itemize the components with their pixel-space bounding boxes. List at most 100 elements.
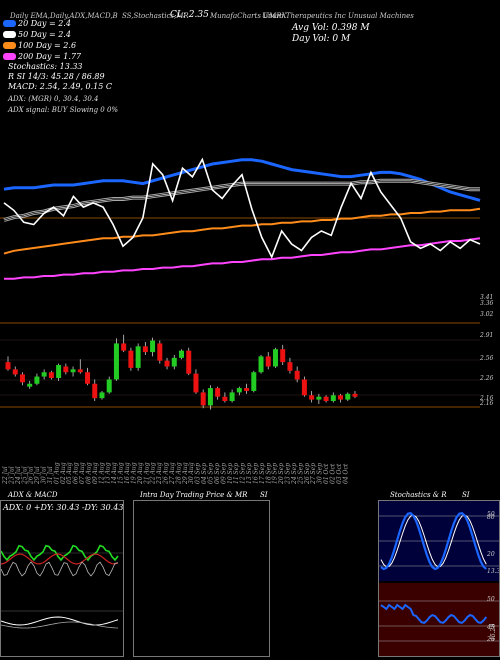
- intraday-si-label: SI: [260, 491, 268, 499]
- price-label: 2.91: [479, 332, 493, 339]
- x-axis-label: 23 Jul: [8, 466, 15, 485]
- candle: [179, 349, 184, 360]
- candle-body: [92, 383, 98, 399]
- x-axis-label: 30 Aug: [188, 462, 195, 484]
- macd-line: [0, 616, 119, 626]
- x-axis-label: 01 Oct: [323, 463, 330, 484]
- x-axis-label: 27 Sep: [310, 463, 317, 485]
- x-axis-label: 10 Sep: [227, 463, 234, 484]
- candle: [186, 347, 192, 376]
- macd-text: MACD: 2.54, 2.49, 0.15 C: [8, 82, 113, 91]
- ema200-swatch: [3, 53, 16, 60]
- x-axis-label: 02 Aug: [60, 462, 67, 484]
- candle: [251, 370, 257, 393]
- candle-body: [222, 396, 228, 402]
- price-label: 3.41: [480, 294, 493, 301]
- x-axis-label: 24 Jul: [15, 466, 22, 485]
- candle-body: [244, 388, 250, 391]
- ema20-line: [3, 158, 481, 202]
- candle-body: [309, 395, 315, 400]
- candle-body: [164, 360, 170, 367]
- candle-body: [85, 372, 91, 384]
- close-price: CL: 2.35: [170, 10, 209, 20]
- candle-body: [251, 372, 257, 391]
- x-axis-label: 13 Aug: [105, 462, 112, 484]
- x-axis-label: 09 Sep: [220, 463, 227, 484]
- candle: [301, 376, 307, 397]
- candle-body: [186, 350, 192, 374]
- candle-body: [330, 395, 336, 402]
- avg-vol-text: Avg Vol: 0.398 M: [292, 23, 370, 33]
- adx-readout: ADX: 0 +DY: 30.43 -DY: 30.43: [3, 503, 124, 512]
- x-axis-label: 25 Sep: [297, 463, 304, 485]
- candle-body: [352, 393, 358, 397]
- ss-text: SS,Stochastics,MR: [122, 12, 189, 20]
- candle-body: [272, 349, 278, 367]
- x-axis-label: 30 Jul: [41, 466, 48, 484]
- candle: [106, 376, 112, 394]
- candle: [99, 390, 105, 400]
- stoch-panel-title: Stochastics & R: [390, 491, 447, 499]
- candle-body: [121, 343, 127, 351]
- candle-body: [171, 357, 177, 367]
- adx-panel: [0, 500, 124, 657]
- ema50-line: [3, 180, 480, 221]
- price-label: 2.56: [479, 355, 494, 362]
- candle-body: [207, 388, 213, 406]
- x-axis-label: 25 Jul: [21, 466, 28, 485]
- candle: [330, 392, 336, 403]
- candle-body: [280, 349, 286, 363]
- adx-text: ADX: (MGR) 0, 30.4, 30.4: [8, 95, 99, 103]
- candle-body: [142, 346, 148, 353]
- x-axis-label: 26 Aug: [163, 462, 170, 485]
- candle: [229, 389, 235, 403]
- x-axis-label: 19 Aug: [130, 462, 137, 484]
- x-axis-label: 06 Aug: [73, 462, 80, 484]
- x-axis-label: 26 Jul: [28, 466, 35, 485]
- candle: [113, 338, 119, 381]
- candle: [92, 379, 98, 402]
- candle: [27, 380, 33, 389]
- x-axis-label: 03 Oct: [336, 463, 343, 484]
- close-price-line: [3, 157, 481, 259]
- candle: [345, 392, 351, 402]
- candle: [85, 367, 91, 386]
- price-label: 2.26: [479, 375, 494, 382]
- candle-body: [48, 372, 54, 378]
- candle: [5, 356, 11, 371]
- candle: [19, 372, 25, 386]
- stoch-k-line: [380, 511, 487, 571]
- si-text: R SI 14/3: 45.28 / 86.89: [8, 72, 105, 81]
- candle-body: [70, 369, 76, 373]
- candle-body: [301, 379, 307, 396]
- candle-body: [338, 395, 344, 400]
- x-axis-label: 04 Sep: [201, 463, 208, 484]
- candle: [164, 357, 170, 370]
- ema100-line: [3, 207, 481, 255]
- price-label: 3.02: [480, 311, 494, 318]
- candle-body: [77, 369, 83, 373]
- candle-body: [99, 392, 105, 399]
- candle: [294, 366, 300, 383]
- candle: [272, 347, 278, 368]
- x-axis-label: 04 Oct: [342, 463, 349, 484]
- stoch-axis-label: 13.33: [487, 568, 499, 575]
- chart-type-text: Daily EMA,Daily,ADX,MACD,B: [10, 12, 118, 20]
- price-label: 2.16: [479, 395, 494, 402]
- x-axis-label: 16 Sep: [252, 463, 259, 484]
- x-axis-label: 19 Sep: [272, 463, 279, 484]
- candle-body: [56, 365, 62, 378]
- stoch-d-line: [380, 514, 487, 568]
- candle: [207, 385, 213, 410]
- candle-body: [215, 388, 221, 397]
- candle: [215, 386, 221, 400]
- candle: [309, 390, 315, 403]
- x-axis-label: 23 Sep: [285, 463, 292, 485]
- candle: [171, 354, 177, 370]
- candle: [222, 392, 228, 403]
- candle-body: [34, 376, 40, 384]
- x-axis-label: 15 Aug: [118, 462, 125, 484]
- adx-minus-di-line: [0, 553, 119, 565]
- candle: [236, 386, 242, 396]
